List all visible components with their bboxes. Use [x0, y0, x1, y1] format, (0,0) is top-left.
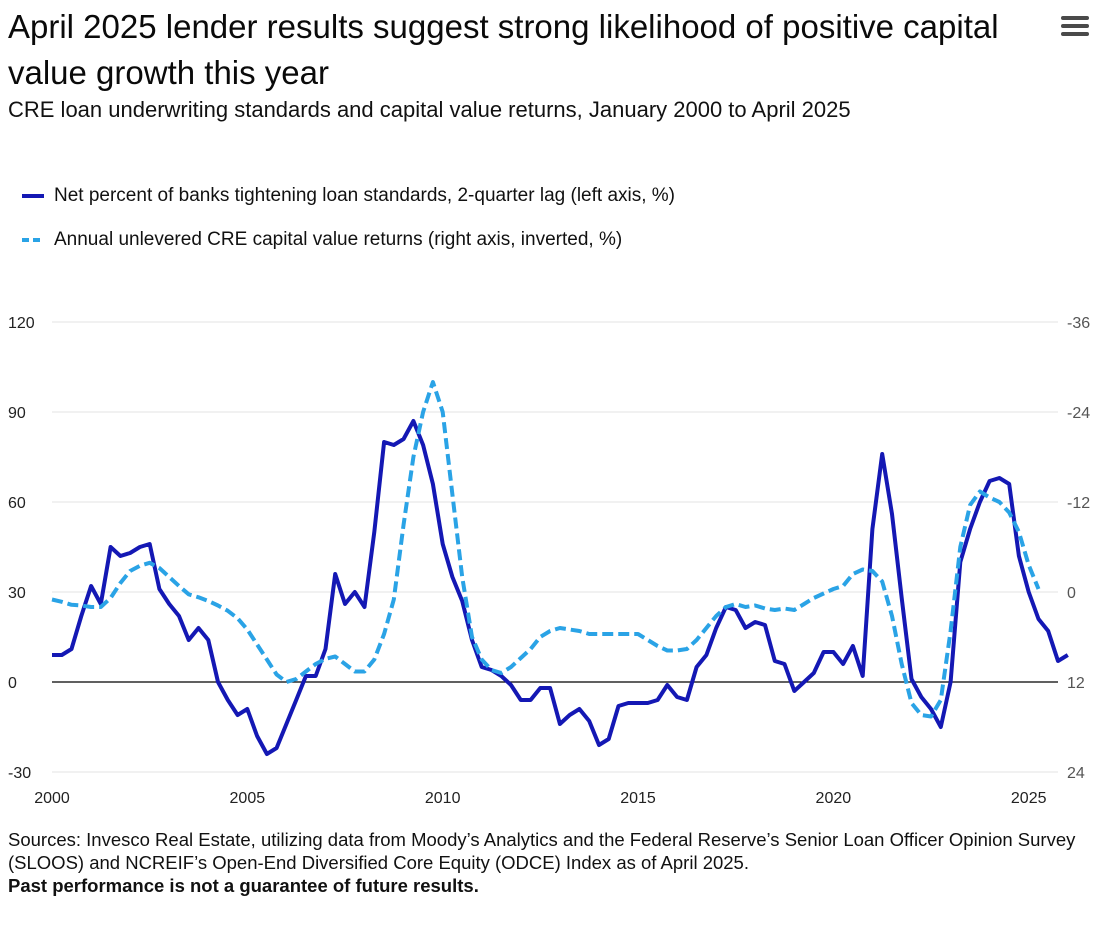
legend-swatch-solid — [22, 194, 44, 198]
chart-legend: Net percent of banks tightening loan sta… — [22, 182, 675, 270]
y-left-tick-label: -30 — [8, 765, 31, 782]
series-line-loan-standards — [52, 419, 1069, 756]
y-left-tick-label: 60 — [8, 495, 26, 512]
x-tick-label: 2020 — [816, 790, 852, 807]
x-tick-label: 2025 — [1011, 790, 1047, 807]
y-right-tick-label: 12 — [1067, 675, 1085, 692]
chart-subtitle: CRE loan underwriting standards and capi… — [8, 97, 851, 122]
x-tick-label: 2015 — [620, 790, 656, 807]
legend-label-loan-standards: Net percent of banks tightening loan sta… — [54, 185, 676, 206]
hamburger-menu-icon[interactable] — [1061, 16, 1089, 42]
legend-item-loan-standards[interactable]: Net percent of banks tightening loan sta… — [22, 182, 675, 210]
y-left-tick-label: 0 — [8, 675, 17, 692]
series-line-capital-returns — [51, 380, 1041, 719]
y-left-tick-label: 90 — [8, 405, 26, 422]
legend-label-capital-returns: Annual unlevered CRE capital value retur… — [54, 229, 623, 250]
y-right-tick-label: 24 — [1067, 765, 1085, 782]
menu-bar-icon — [1061, 24, 1089, 28]
x-tick-label: 2000 — [34, 790, 70, 807]
x-tick-label: 2005 — [230, 790, 266, 807]
y-left-tick-label: 120 — [8, 315, 35, 332]
disclaimer-note: Past performance is not a guarantee of f… — [8, 875, 479, 896]
y-right-tick-label: -36 — [1067, 315, 1090, 332]
x-tick-label: 2010 — [425, 790, 461, 807]
y-left-tick-label: 30 — [8, 585, 26, 602]
y-right-tick-label: -12 — [1067, 495, 1090, 512]
menu-bar-icon — [1061, 32, 1089, 36]
y-right-tick-label: 0 — [1067, 585, 1076, 602]
chart-footer: Sources: Invesco Real Estate, utilizing … — [8, 828, 1103, 897]
legend-item-capital-returns[interactable]: Annual unlevered CRE capital value retur… — [22, 226, 675, 254]
sources-note: Sources: Invesco Real Estate, utilizing … — [8, 829, 1076, 873]
page-title: April 2025 lender results suggest strong… — [8, 8, 999, 91]
legend-swatch-dashed — [22, 238, 44, 242]
y-right-tick-label: -24 — [1067, 405, 1090, 422]
menu-bar-icon — [1061, 16, 1089, 20]
